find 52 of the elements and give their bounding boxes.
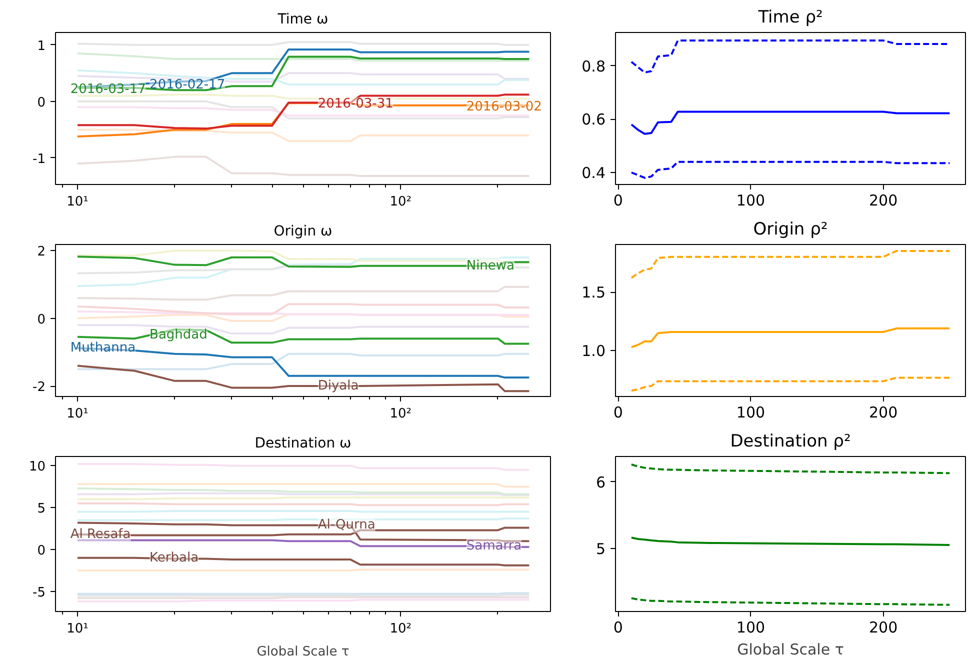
y-tick-label: 1.0 xyxy=(582,342,606,360)
y-tick-label: -5 xyxy=(32,585,46,600)
y-tick-label: 6 xyxy=(596,473,606,492)
x-tick-label: 100 xyxy=(736,192,766,210)
x-tick-label: 100 xyxy=(736,404,766,422)
chart-title: Destination ρ² xyxy=(730,432,851,452)
y-tick-label: 2 xyxy=(37,244,46,260)
y-tick-label: 0 xyxy=(37,95,46,110)
series-label: Kerbala xyxy=(150,550,199,566)
y-tick-label: -1 xyxy=(32,152,46,167)
series-label: Samarra xyxy=(466,538,522,554)
x-tick-label: 0 xyxy=(613,618,623,636)
x-axis-title: Global Scale τ xyxy=(737,640,844,658)
y-tick-label: 0 xyxy=(37,312,46,328)
y-tick-label: 0.4 xyxy=(582,164,606,182)
x-tick-label: 10² xyxy=(390,194,412,210)
series-label: 2016-03-31 xyxy=(318,96,394,112)
x-axis-title: Global Scale τ xyxy=(256,644,350,660)
x-tick-label: 200 xyxy=(868,404,898,422)
y-tick-label: 0.6 xyxy=(582,110,606,129)
chart-title: Origin ω xyxy=(274,224,332,240)
chart-title: Origin ρ² xyxy=(753,220,828,240)
y-tick-label: 0 xyxy=(37,544,46,558)
series-label: 2016-03-17 xyxy=(70,82,146,97)
x-tick-label: 200 xyxy=(868,618,898,636)
x-tick-label: 100 xyxy=(736,618,766,636)
series-label: Muthanna xyxy=(70,340,136,356)
y-tick-label: 1.5 xyxy=(582,284,606,302)
x-tick-label: 10¹ xyxy=(66,622,88,636)
series-label: Ninewa xyxy=(466,258,515,274)
x-tick-label: 0 xyxy=(613,404,623,422)
y-tick-label: 10 xyxy=(28,460,46,475)
x-tick-label: 10¹ xyxy=(66,406,88,422)
x-tick-label: 200 xyxy=(868,192,898,210)
series-label: 2016-02-17 xyxy=(150,77,226,92)
x-tick-label: 10² xyxy=(390,406,412,422)
y-tick-label: 5 xyxy=(596,540,606,558)
series-label: 2016-03-02 xyxy=(466,99,542,114)
series-label: Baghdad xyxy=(150,328,208,343)
x-tick-label: 10² xyxy=(390,622,412,636)
chart-title: Destination ω xyxy=(254,436,352,452)
y-tick-label: 0.8 xyxy=(582,57,606,76)
y-tick-label: -2 xyxy=(32,380,46,396)
y-tick-label: 5 xyxy=(37,502,46,517)
y-tick-label: 1 xyxy=(37,38,46,54)
series-label: Al-Qurna xyxy=(318,518,376,533)
chart-title: Time ρ² xyxy=(757,8,823,28)
chart-title: Time ω xyxy=(276,12,328,28)
series-label: Al Resafa xyxy=(70,526,131,542)
x-tick-label: 10¹ xyxy=(66,194,88,210)
x-tick-label: 0 xyxy=(613,192,623,210)
series-label: Diyala xyxy=(318,378,359,394)
